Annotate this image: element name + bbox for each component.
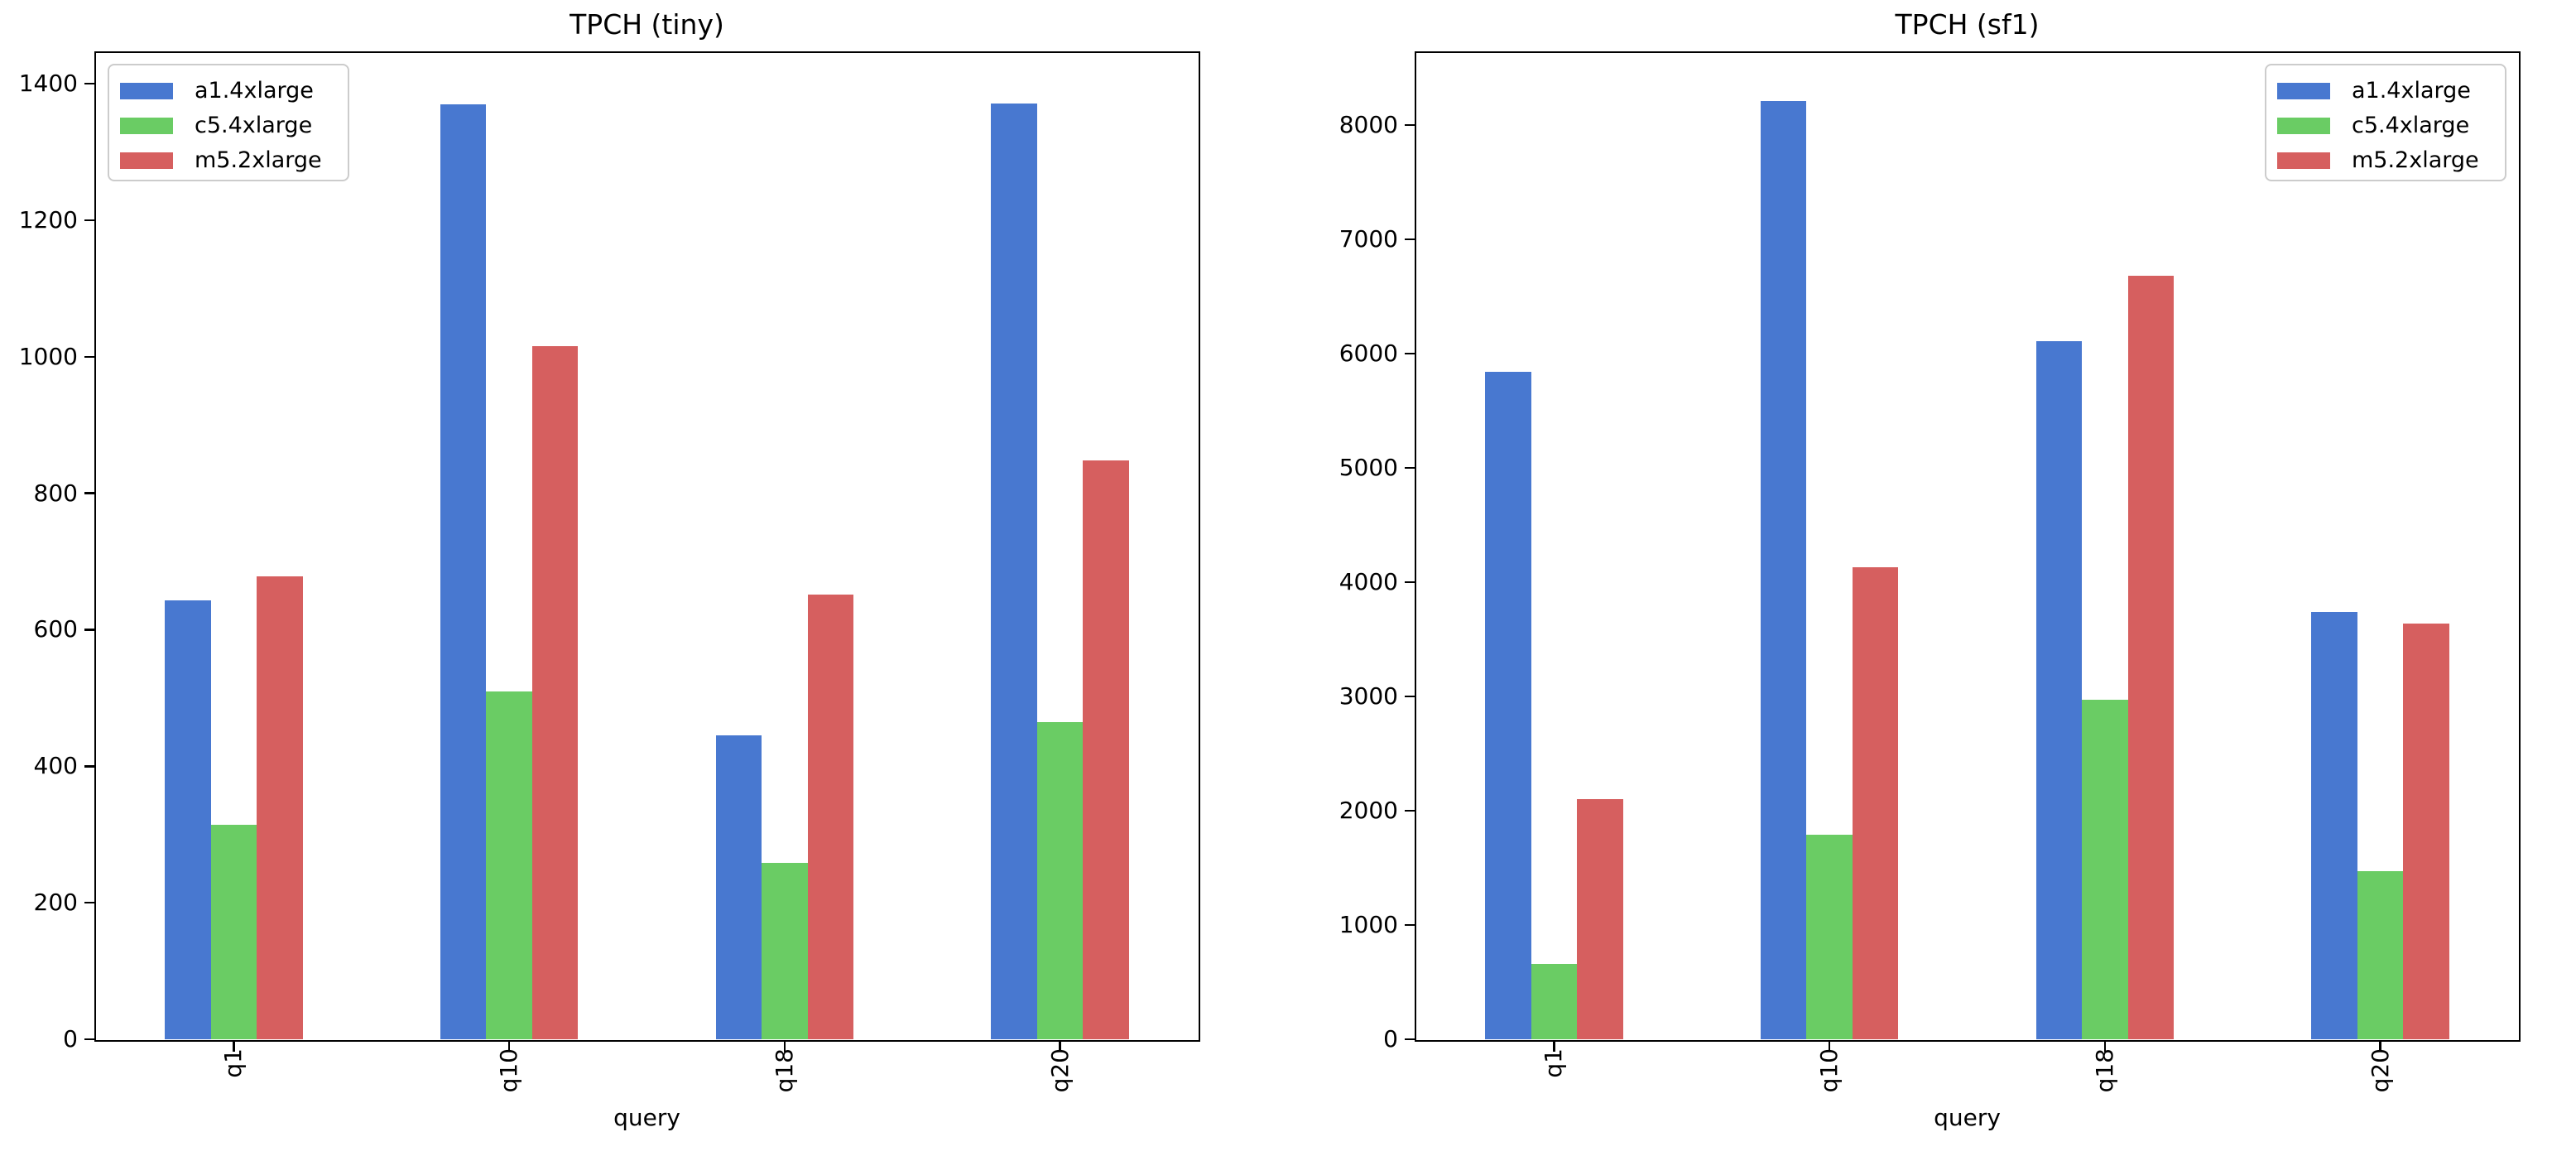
legend-label: c5.4xlarge xyxy=(195,113,313,138)
legend-item: a1.4xlarge xyxy=(2277,78,2471,104)
legend-label: a1.4xlarge xyxy=(2352,78,2471,104)
legend-swatch-c5.4xlarge xyxy=(120,118,173,134)
legend-swatch-a1.4xlarge xyxy=(2277,83,2330,99)
x-tick-label: q1 xyxy=(1540,1048,1568,1078)
y-tick-label: 1000 xyxy=(1338,910,1398,938)
y-tick-label: 7000 xyxy=(1338,224,1398,253)
y-tick-label: 2000 xyxy=(1338,796,1398,824)
y-tick-mark xyxy=(1404,809,1415,812)
y-tick-label: 6000 xyxy=(1338,339,1398,367)
bar-c5.4xlarge-q20 xyxy=(2357,871,2404,1039)
y-tick-mark xyxy=(84,765,94,768)
x-tick-mark xyxy=(507,1041,511,1052)
y-tick-label: 5000 xyxy=(1338,453,1398,481)
y-tick-mark xyxy=(1404,238,1415,241)
x-tick-mark xyxy=(1553,1041,1555,1052)
y-tick-label: 3000 xyxy=(1338,682,1398,710)
y-tick-label: 200 xyxy=(33,889,78,917)
bar-c5.4xlarge-q10 xyxy=(1806,834,1853,1039)
bar-a1.4xlarge-q1 xyxy=(165,600,211,1039)
x-tick-label: q10 xyxy=(1815,1048,1843,1093)
legend-item: m5.2xlarge xyxy=(2277,147,2479,174)
legend-label: m5.2xlarge xyxy=(2352,147,2479,173)
legend-label: c5.4xlarge xyxy=(2352,113,2470,138)
bar-m5.2xlarge-q18 xyxy=(807,594,854,1039)
legend-swatch-a1.4xlarge xyxy=(120,83,173,99)
legend-swatch-m5.2xlarge xyxy=(120,152,173,169)
x-tick-label: q20 xyxy=(2366,1048,2394,1093)
bar-m5.2xlarge-q20 xyxy=(2403,623,2449,1039)
x-tick-mark xyxy=(1059,1041,1061,1052)
bar-m5.2xlarge-q18 xyxy=(2127,276,2175,1039)
legend-item: a1.4xlarge xyxy=(120,78,314,104)
y-tick-mark xyxy=(1404,1038,1415,1041)
bar-a1.4xlarge-q20 xyxy=(2311,611,2357,1039)
y-tick-label: 4000 xyxy=(1338,567,1398,595)
legend-item: c5.4xlarge xyxy=(2277,113,2469,139)
legend: a1.4xlarge c5.4xlarge m5.2xlarge xyxy=(2265,64,2506,181)
y-tick-label: 800 xyxy=(33,479,78,507)
chart-title: TPCH (sf1) xyxy=(1895,8,2040,41)
y-tick-mark xyxy=(84,1038,94,1041)
legend-item: c5.4xlarge xyxy=(120,113,312,139)
y-tick-label: 600 xyxy=(33,615,78,643)
bar-m5.2xlarge-q10 xyxy=(1852,567,1899,1039)
y-tick-mark xyxy=(84,492,94,494)
bar-m5.2xlarge-q20 xyxy=(1083,460,1129,1039)
bar-c5.4xlarge-q18 xyxy=(2082,700,2128,1039)
bar-a1.4xlarge-q20 xyxy=(991,103,1037,1039)
plot-area xyxy=(1414,51,2521,1042)
x-tick-mark xyxy=(783,1041,786,1052)
legend-item: m5.2xlarge xyxy=(120,147,322,174)
y-tick-label: 1200 xyxy=(18,205,78,234)
y-tick-mark xyxy=(84,82,94,85)
y-tick-label: 1000 xyxy=(18,342,78,370)
y-tick-mark xyxy=(1404,580,1415,584)
x-tick-mark xyxy=(1828,1041,1831,1052)
plot-area xyxy=(94,51,1200,1042)
x-axis-label: query xyxy=(1934,1104,2001,1131)
bar-m5.2xlarge-q1 xyxy=(257,576,303,1039)
bar-m5.2xlarge-q10 xyxy=(531,345,579,1039)
y-tick-mark xyxy=(1404,352,1415,355)
y-tick-mark xyxy=(84,629,94,631)
bar-c5.4xlarge-q20 xyxy=(1036,721,1084,1039)
y-tick-label: 0 xyxy=(63,1025,78,1053)
y-tick-mark xyxy=(84,901,94,904)
bar-c5.4xlarge-q10 xyxy=(486,691,532,1039)
bar-c5.4xlarge-q1 xyxy=(210,825,257,1039)
y-tick-label: 1400 xyxy=(18,70,78,98)
x-tick-mark xyxy=(2379,1041,2381,1052)
y-tick-mark xyxy=(84,219,94,222)
x-tick-label: q18 xyxy=(2090,1048,2118,1093)
legend-swatch-c5.4xlarge xyxy=(2277,118,2330,134)
bar-a1.4xlarge-q1 xyxy=(1485,372,1531,1039)
bar-a1.4xlarge-q10 xyxy=(440,104,487,1039)
bar-a1.4xlarge-q18 xyxy=(715,735,762,1039)
y-tick-mark xyxy=(84,355,94,359)
y-tick-mark xyxy=(1404,123,1415,127)
bar-c5.4xlarge-q18 xyxy=(762,863,808,1039)
y-tick-mark xyxy=(1404,466,1415,470)
y-tick-label: 8000 xyxy=(1338,110,1398,138)
legend-swatch-m5.2xlarge xyxy=(2277,152,2330,169)
legend: a1.4xlarge c5.4xlarge m5.2xlarge xyxy=(108,64,349,181)
bar-m5.2xlarge-q1 xyxy=(1577,799,1623,1039)
x-tick-mark xyxy=(233,1041,235,1052)
bar-a1.4xlarge-q10 xyxy=(1760,100,1807,1039)
legend-label: m5.2xlarge xyxy=(195,147,322,173)
bar-a1.4xlarge-q18 xyxy=(2035,340,2083,1039)
x-axis-label: query xyxy=(613,1104,680,1131)
y-tick-mark xyxy=(1404,695,1415,698)
x-tick-mark xyxy=(2103,1041,2107,1052)
y-tick-mark xyxy=(1404,923,1415,927)
chart-title: TPCH (tiny) xyxy=(570,8,724,41)
bar-c5.4xlarge-q1 xyxy=(1531,963,1578,1039)
legend-label: a1.4xlarge xyxy=(195,78,314,104)
y-tick-label: 0 xyxy=(1383,1025,1398,1053)
y-tick-label: 400 xyxy=(33,752,78,780)
